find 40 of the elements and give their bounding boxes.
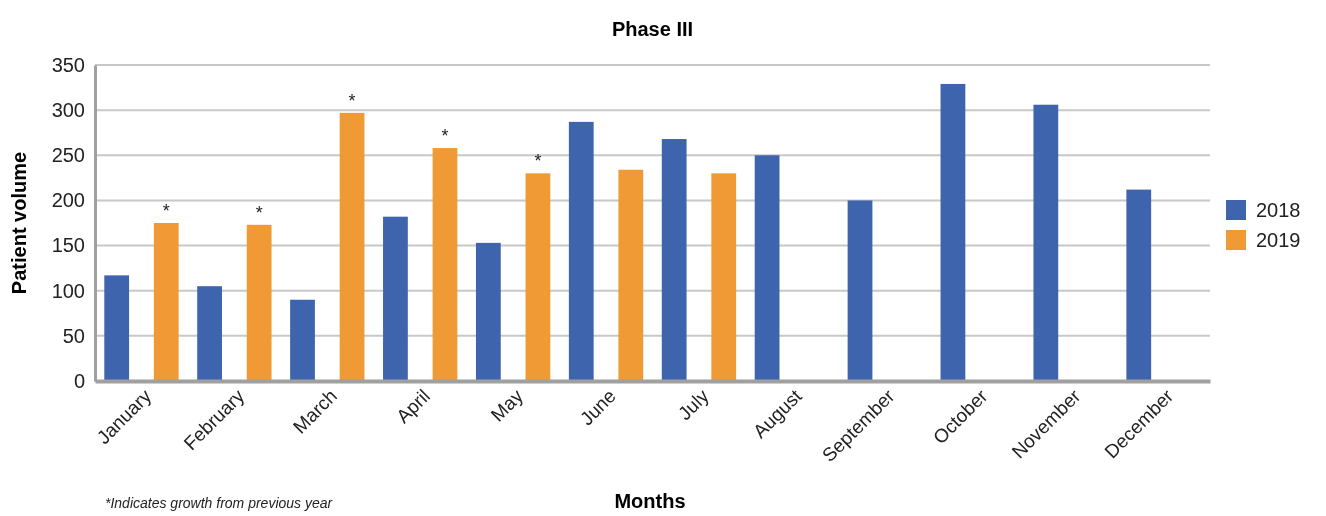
bar [197,286,222,381]
bar [568,121,594,381]
y-tick-label: 300 [51,99,85,122]
bar [1033,104,1059,381]
bar [290,299,315,381]
y-tick-label: 50 [62,324,85,347]
y-tick-label: 200 [51,189,85,212]
data-label: * [162,201,170,221]
bar [618,169,644,381]
bar [1126,189,1152,381]
y-axis-title: Patient volume [8,151,30,295]
bar [475,242,501,381]
bar [754,155,780,381]
data-label: * [534,151,542,172]
text: *Indicates growth from previous year [105,495,334,511]
y-tick-label: 150 [51,234,85,257]
x-axis-title: Months [614,490,686,512]
bar [711,173,737,381]
bar [847,200,873,381]
x-tick-label: May [486,385,528,426]
bar [383,216,408,381]
chart-title: Phase III [611,18,694,40]
bar [525,173,551,381]
data-label: * [441,126,449,147]
y-tick-label: 100 [51,279,85,302]
bar [339,112,365,381]
data-label: * [348,90,356,111]
data-label: * [255,202,263,223]
bar [246,224,272,381]
bar [432,148,458,381]
y-tick-label: 350 [51,53,85,76]
y-tick-label: 250 [51,144,85,167]
bar [104,275,130,381]
y-tick-label: 0 [73,369,85,392]
bar [940,83,966,381]
bar [153,223,179,381]
legend-label: 2018 [1256,199,1301,221]
x-tick-label: July [674,385,714,425]
legend-label: 2019 [1256,229,1301,251]
bar [661,139,687,381]
